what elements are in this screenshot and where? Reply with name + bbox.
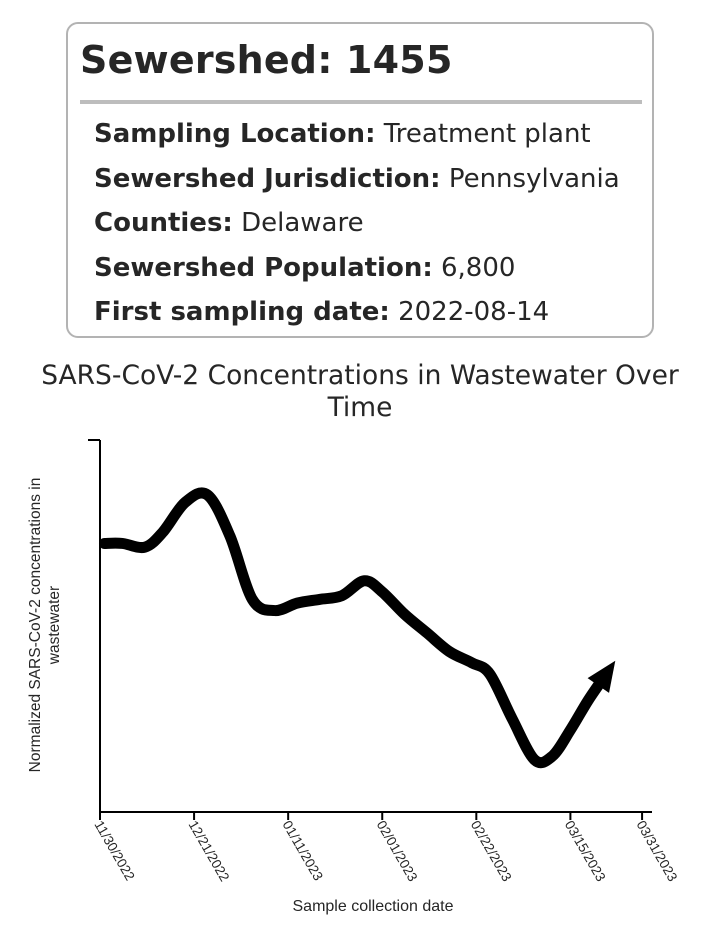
wastewater-line-chart: Normalized SARS-CoV-2 concentrations in … [27, 439, 680, 915]
field-value: 6,800 [441, 252, 516, 283]
x-tick-label: 11/30/2022 [91, 818, 137, 883]
sewershed-title: Sewershed: 1455 [80, 38, 453, 82]
field-sampling-location: Sampling Location: Treatment plant [94, 112, 620, 157]
x-tick-label: 12/21/2022 [185, 818, 232, 884]
y-axis: Normalized SARS-CoV-2 concentrations in … [27, 439, 101, 812]
x-tick-label: 02/22/2023 [468, 818, 515, 884]
x-tick-label: 03/31/2023 [633, 818, 680, 884]
x-tick-label: 01/11/2023 [280, 818, 326, 883]
field-label: First sampling date: [94, 297, 390, 327]
field-value: Treatment plant [383, 119, 591, 149]
field-label: Counties: [94, 208, 233, 238]
field-label: Sewershed Population: [94, 252, 433, 283]
field-label: Sampling Location: [94, 119, 376, 149]
sewershed-fields: Sampling Location: Treatment plant Sewer… [94, 112, 620, 335]
y-axis-label-line: wastewater [46, 586, 63, 665]
x-tick-label: 02/01/2023 [374, 818, 421, 884]
field-value: Pennsylvania [448, 163, 620, 194]
field-value: 2022-08-14 [398, 297, 550, 327]
chart-title-line: Time [327, 392, 393, 423]
y-axis-label-line: Normalized SARS-CoV-2 concentrations in [27, 478, 44, 773]
trend-arrowhead [587, 660, 616, 693]
field-jurisdiction: Sewershed Jurisdiction: Pennsylvania [94, 157, 620, 202]
field-counties: Counties: Delaware [94, 201, 620, 246]
series-line [98, 487, 612, 769]
chart-title: SARS-CoV-2 Concentrations in Wastewater … [0, 360, 720, 424]
chart-title-line: SARS-CoV-2 Concentrations in Wastewater … [41, 360, 679, 391]
x-axis: 11/30/2022 12/21/2022 01/11/2023 02/01/2023… [91, 811, 680, 915]
x-axis-label: Sample collection date [293, 898, 454, 915]
field-value: Delaware [241, 208, 364, 238]
field-first-sampling-date: First sampling date: 2022-08-14 [94, 290, 620, 335]
sewershed-info-card: Sewershed: 1455 Sampling Location: Treat… [66, 22, 654, 338]
x-tick-label: 03/15/2023 [562, 818, 609, 884]
x-axis-ticks: 11/30/2022 12/21/2022 01/11/2023 02/01/2023… [91, 812, 680, 884]
field-label: Sewershed Jurisdiction: [94, 163, 441, 194]
field-population: Sewershed Population: 6,800 [94, 246, 620, 291]
series-layer [98, 487, 616, 769]
title-divider [80, 100, 642, 104]
